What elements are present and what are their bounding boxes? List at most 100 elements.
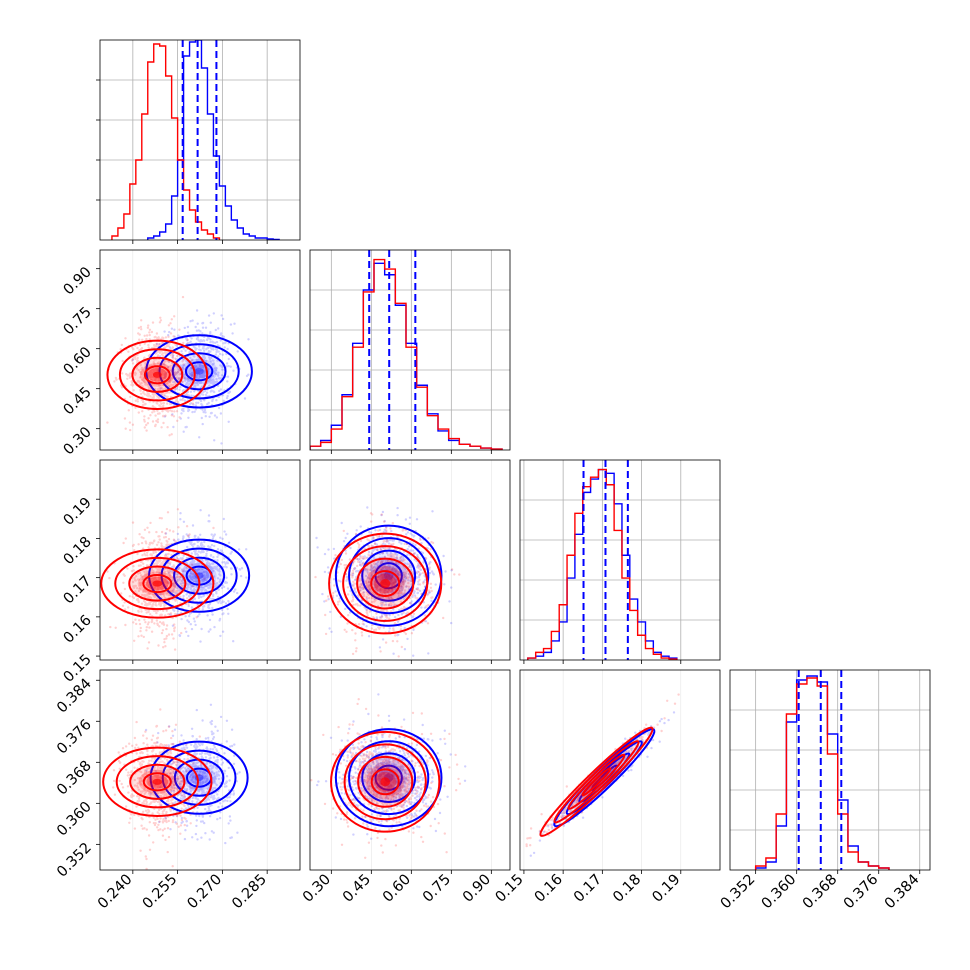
y-tick-label: 0.17	[61, 573, 95, 607]
contour-red	[370, 768, 400, 796]
panel-frame	[519, 459, 721, 661]
contour-blue	[361, 549, 417, 602]
contour-blue	[149, 740, 249, 815]
histogram-panel-2	[309, 249, 511, 451]
density-fill-red	[152, 778, 163, 785]
histogram-red	[754, 677, 890, 870]
contour-blue	[334, 728, 443, 828]
panel-frame	[99, 669, 301, 871]
y-tick-label: 0.90	[61, 264, 95, 298]
y-tick-label: 0.45	[61, 384, 95, 418]
scatter-blue	[131, 309, 250, 445]
contour-blue	[348, 740, 430, 816]
y-tick-label: 0.368	[54, 758, 95, 799]
contour-red	[100, 548, 215, 619]
contour-blue	[361, 752, 417, 803]
x-tick-label: 0.255	[140, 872, 181, 913]
histogram-red	[111, 43, 221, 240]
histogram-red	[310, 258, 503, 450]
x-tick-label: 0.15	[493, 872, 527, 906]
contour-red	[370, 570, 401, 597]
contour-red	[539, 726, 654, 837]
density-fill-red	[152, 580, 163, 587]
contour-red	[129, 763, 186, 800]
panel-frame	[519, 669, 721, 871]
histogram-panel-1	[96, 39, 301, 241]
histogram-red	[527, 468, 678, 660]
x-tick-label: 0.16	[532, 872, 566, 906]
x-tick-label: 0.368	[800, 872, 841, 913]
histogram-blue	[310, 262, 503, 450]
contour-red	[142, 573, 173, 594]
panel-frame	[99, 249, 301, 451]
panel-frame	[309, 669, 511, 871]
density-fill-red	[380, 579, 391, 589]
contour-blue	[158, 343, 240, 400]
contour-blue	[184, 361, 214, 382]
contour-red	[142, 772, 172, 792]
density-fill-blue	[189, 770, 209, 785]
x-tick-label: 0.30	[300, 872, 334, 906]
density-fill-red	[380, 777, 391, 787]
panel-frame	[309, 249, 511, 451]
contour-red	[118, 348, 196, 402]
panel-frame	[729, 669, 931, 871]
x-tick-label: 0.19	[649, 872, 683, 906]
contour-red	[328, 532, 443, 635]
contour-blue	[374, 764, 403, 791]
contour-red	[128, 565, 187, 602]
contour-red	[581, 767, 612, 797]
x-tick-label: 0.18	[610, 872, 644, 906]
y-tick-label: 0.376	[54, 717, 95, 758]
joint-panel-2-1	[99, 249, 301, 451]
x-tick-label: 0.90	[460, 872, 494, 906]
x-tick-label: 0.240	[95, 872, 136, 913]
density-fill-blue	[174, 557, 225, 594]
panel-frame	[99, 459, 301, 661]
joint-panel-4-1	[99, 669, 301, 871]
contour-blue	[348, 537, 430, 615]
density-fill-red	[152, 371, 162, 378]
contour-red	[356, 557, 415, 610]
y-tick-label: 0.18	[61, 534, 95, 568]
density-fill-blue	[172, 353, 226, 390]
density-fill-red	[591, 776, 602, 787]
contour-blue	[173, 556, 226, 595]
contour-red	[357, 755, 414, 808]
joint-panel-4-3	[519, 669, 721, 871]
histogram-blue	[147, 40, 280, 240]
density-fill-blue	[383, 571, 394, 581]
y-tick-label: 0.16	[61, 612, 95, 646]
x-tick-label: 0.17	[571, 872, 605, 906]
x-tick-label: 0.352	[718, 872, 759, 913]
contour-red	[553, 740, 640, 824]
y-tick-label: 0.352	[54, 840, 95, 881]
x-tick-label: 0.75	[420, 872, 454, 906]
y-tick-label: 0.19	[61, 495, 95, 529]
x-tick-label: 0.384	[882, 872, 923, 913]
histogram-panel-3	[519, 459, 721, 661]
y-tick-label: 0.360	[54, 799, 95, 840]
contour-red	[567, 753, 626, 810]
x-tick-label: 0.285	[229, 872, 270, 913]
joint-panel-4-2	[309, 669, 511, 871]
x-tick-label: 0.376	[841, 872, 882, 913]
contour-red	[115, 755, 199, 809]
x-tick-label: 0.60	[380, 872, 414, 906]
contour-red	[102, 746, 213, 817]
histogram-panel-4	[729, 669, 931, 871]
y-tick-label: 0.60	[61, 344, 95, 378]
contour-red	[114, 556, 201, 611]
panel-frame	[309, 459, 511, 661]
contour-red	[330, 730, 441, 833]
y-tick-label: 0.30	[61, 424, 95, 458]
x-tick-label: 0.360	[759, 872, 800, 913]
density-fill-blue	[194, 368, 204, 375]
joint-panel-3-1	[99, 459, 301, 661]
y-tick-label: 0.75	[61, 304, 95, 338]
contour-red	[342, 545, 429, 622]
joint-panel-3-2	[309, 459, 511, 661]
contour-red	[343, 743, 427, 821]
x-tick-label: 0.45	[340, 872, 374, 906]
